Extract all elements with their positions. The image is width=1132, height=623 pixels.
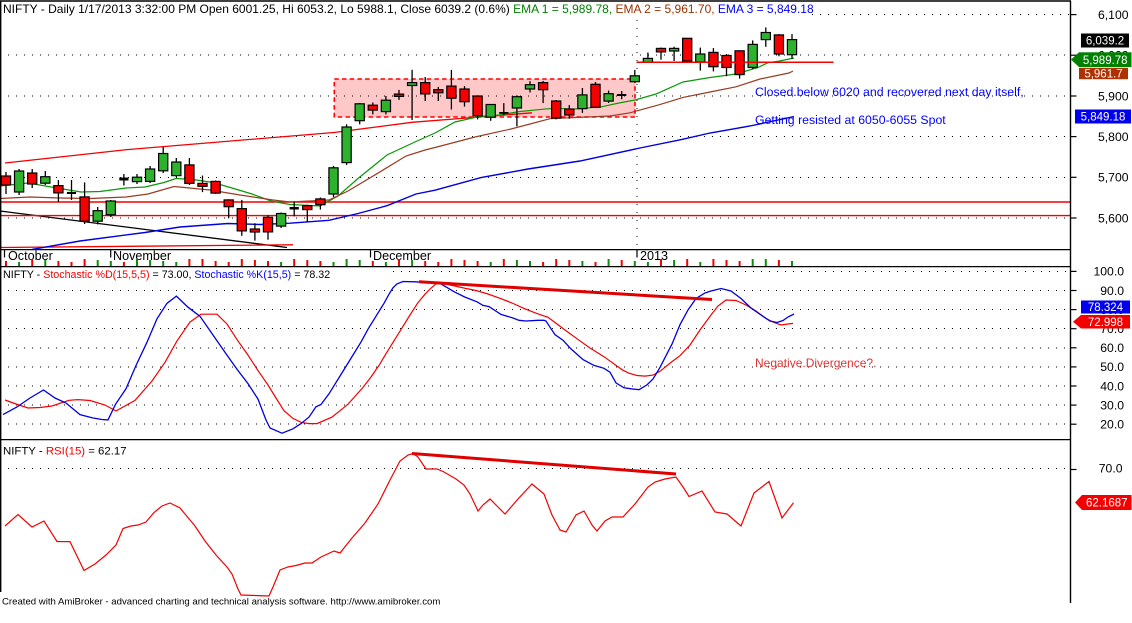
svg-text:6,039.2: 6,039.2 bbox=[1086, 36, 1124, 48]
svg-text:5,900: 5,900 bbox=[1098, 89, 1129, 103]
svg-text:2013: 2013 bbox=[640, 249, 668, 263]
svg-text:NIFTY - RSI(15) = 62.17: NIFTY - RSI(15) = 62.17 bbox=[3, 446, 127, 458]
svg-text:NIFTY - Stochastic %D(15,5,5): NIFTY - Stochastic %D(15,5,5) = 73.00, S… bbox=[3, 269, 330, 281]
svg-text:November: November bbox=[113, 249, 171, 263]
svg-text:5,989.78: 5,989.78 bbox=[1083, 55, 1128, 67]
svg-text:NIFTY - Daily 1/17/2013 3:32:0: NIFTY - Daily 1/17/2013 3:32:00 PM Open … bbox=[3, 2, 814, 16]
svg-text:December: December bbox=[373, 249, 431, 263]
svg-text:20.0: 20.0 bbox=[1100, 418, 1124, 432]
svg-text:Created with AmiBroker - advan: Created with AmiBroker - advanced charti… bbox=[2, 597, 440, 608]
svg-text:100.0: 100.0 bbox=[1094, 265, 1125, 279]
svg-text:90.0: 90.0 bbox=[1100, 284, 1124, 298]
svg-text:October: October bbox=[8, 249, 53, 263]
svg-text:6,100: 6,100 bbox=[1098, 8, 1129, 22]
svg-text:78.324: 78.324 bbox=[1088, 302, 1124, 314]
svg-text:5,800: 5,800 bbox=[1098, 130, 1129, 144]
svg-text:Closed.below 6020 and recovere: Closed.below 6020 and recovered next day… bbox=[755, 85, 1024, 99]
svg-text:5,700: 5,700 bbox=[1098, 171, 1129, 185]
svg-text:5,849.18: 5,849.18 bbox=[1081, 112, 1126, 124]
svg-text:70.0: 70.0 bbox=[1099, 461, 1123, 475]
svg-text:5,961.7: 5,961.7 bbox=[1084, 69, 1122, 81]
svg-text:72.998: 72.998 bbox=[1088, 317, 1123, 329]
svg-text:62.1687: 62.1687 bbox=[1086, 498, 1128, 510]
svg-text:Negative.Divergence?.: Negative.Divergence?. bbox=[755, 356, 876, 370]
svg-text:40.0: 40.0 bbox=[1100, 379, 1124, 393]
svg-text:50.0: 50.0 bbox=[1100, 360, 1124, 374]
svg-text:5,600: 5,600 bbox=[1098, 211, 1129, 225]
svg-text:60.0: 60.0 bbox=[1100, 341, 1124, 355]
svg-text:30.0: 30.0 bbox=[1100, 398, 1124, 412]
svg-text:Getting resisted at 6050-6055: Getting resisted at 6050-6055 Spot bbox=[755, 113, 946, 127]
